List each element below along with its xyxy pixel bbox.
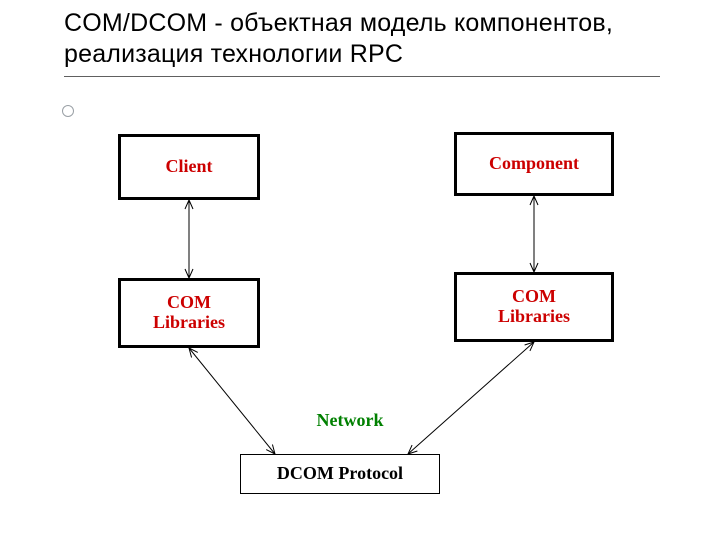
node-component-label: Component	[489, 154, 579, 174]
label-network-text: Network	[317, 410, 384, 430]
node-com-left-label: COMLibraries	[153, 293, 225, 333]
node-com-libraries-left: COMLibraries	[118, 278, 260, 348]
node-com-right-label: COMLibraries	[498, 287, 570, 327]
slide: COM/DCOM - объектная модель компонентов,…	[0, 0, 720, 540]
node-client: Client	[118, 134, 260, 200]
page-title: COM/DCOM - объектная модель компонентов,…	[64, 8, 664, 71]
node-component: Component	[454, 132, 614, 196]
node-dcom-protocol: DCOM Protocol	[240, 454, 440, 494]
node-com-libraries-right: COMLibraries	[454, 272, 614, 342]
title-underline	[64, 76, 660, 77]
node-dcom-label: DCOM Protocol	[277, 464, 403, 484]
node-client-label: Client	[166, 157, 213, 177]
corner-decoration	[62, 105, 74, 117]
label-network: Network	[290, 410, 410, 431]
